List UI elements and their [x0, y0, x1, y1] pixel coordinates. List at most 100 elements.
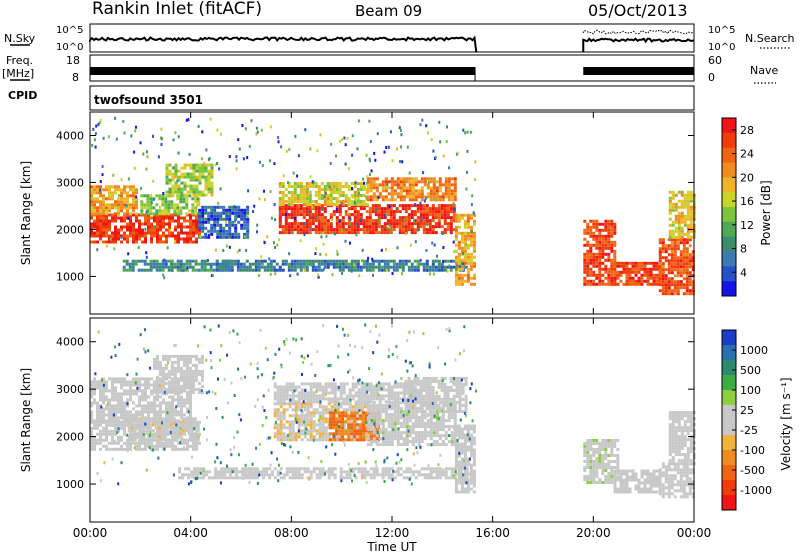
power-cell — [159, 222, 162, 226]
power-scatter-cell — [106, 244, 108, 248]
power-cell — [99, 216, 102, 220]
power-scatter-cell — [338, 219, 341, 223]
power-scatter-cell — [335, 207, 338, 211]
power-scatter-cell — [446, 125, 448, 129]
power-cell — [655, 276, 659, 280]
velocity-cell — [135, 377, 138, 381]
power-cell — [472, 276, 476, 280]
velocity-cell — [99, 410, 102, 414]
power-cell — [305, 188, 309, 191]
power-cell — [404, 219, 408, 223]
velocity-cell — [411, 422, 415, 426]
power-cell — [463, 258, 467, 262]
power-data-cells — [90, 116, 696, 296]
velocity-cell — [163, 426, 167, 430]
power-cell — [171, 190, 175, 194]
power-cell — [194, 262, 198, 266]
power-cell — [420, 195, 424, 199]
velocity-cell — [117, 404, 120, 408]
velocity-cell — [168, 444, 171, 448]
power-cell — [664, 283, 668, 287]
power-cell — [195, 184, 199, 188]
power-cell — [392, 268, 396, 272]
power-cell — [200, 262, 204, 266]
power-cell — [284, 210, 288, 214]
velocity-cell — [145, 432, 149, 436]
power-cell — [649, 267, 653, 271]
power-cell — [604, 225, 608, 229]
power-cell — [398, 225, 402, 229]
power-cell — [204, 205, 208, 209]
power-cell — [296, 262, 300, 266]
velocity-cell — [362, 438, 366, 442]
velocity-cell — [179, 369, 183, 373]
power-cell — [362, 231, 366, 235]
power-cell — [381, 186, 385, 190]
velocity-cell — [232, 476, 236, 480]
power-cell — [131, 265, 135, 269]
power-cell — [353, 191, 357, 194]
velocity-cell — [344, 438, 348, 442]
power-cell — [583, 237, 587, 241]
velocity-cell — [93, 444, 96, 448]
power-cell — [395, 219, 399, 223]
power-cell — [102, 206, 105, 210]
power-cell — [613, 264, 617, 268]
power-cell — [329, 216, 333, 220]
velocity-cell — [93, 419, 96, 423]
velocity-cell — [417, 431, 421, 435]
velocity-cell — [147, 404, 150, 408]
power-cell — [123, 216, 126, 220]
velocity-cell — [123, 413, 126, 417]
velocity-cell — [126, 423, 129, 427]
power-cell — [454, 261, 458, 265]
power-cell — [643, 261, 647, 265]
power-cell — [198, 211, 202, 215]
velocity-cell — [273, 414, 277, 418]
velocity-cell — [127, 423, 131, 427]
power-cell — [425, 219, 429, 223]
velocity-cell — [191, 381, 195, 385]
velocity-cell — [174, 407, 177, 411]
velocity-cell — [276, 432, 280, 436]
power-scatter-cell — [236, 250, 239, 254]
power-cell — [99, 237, 102, 241]
power-cell — [454, 258, 458, 262]
power-cell — [204, 178, 208, 182]
velocity-cell — [347, 423, 351, 427]
power-scatter-cell — [414, 203, 417, 207]
power-cell — [90, 234, 93, 238]
power-cell — [460, 246, 464, 250]
velocity-cell — [288, 429, 292, 433]
power-scatter-cell — [270, 216, 273, 220]
power-cell — [96, 228, 99, 232]
power-cell — [383, 231, 387, 235]
power-scatter-cell — [174, 131, 177, 135]
velocity-cell — [344, 429, 348, 433]
power-cell — [201, 193, 205, 197]
power-cell — [138, 231, 141, 235]
power-cell — [586, 267, 590, 271]
power-cell — [366, 180, 370, 184]
power-cell — [165, 228, 168, 232]
power-cell — [326, 225, 330, 229]
power-cell — [649, 282, 653, 286]
velocity-cell — [273, 426, 277, 430]
power-cell — [164, 265, 168, 269]
power-cell — [198, 231, 201, 235]
power-cell — [426, 177, 430, 181]
velocity-cell — [362, 423, 366, 427]
power-cell — [454, 270, 458, 274]
power-cell — [449, 225, 453, 229]
power-cell — [197, 268, 201, 272]
power-cell — [171, 216, 174, 220]
power-cell — [227, 265, 231, 269]
power-cell — [105, 225, 108, 229]
velocity-cell — [405, 431, 409, 435]
power-cell — [155, 203, 159, 207]
velocity-cell — [341, 435, 345, 439]
power-cell — [426, 186, 430, 190]
power-scatter-cell — [130, 134, 133, 138]
velocity-cell — [179, 354, 183, 358]
